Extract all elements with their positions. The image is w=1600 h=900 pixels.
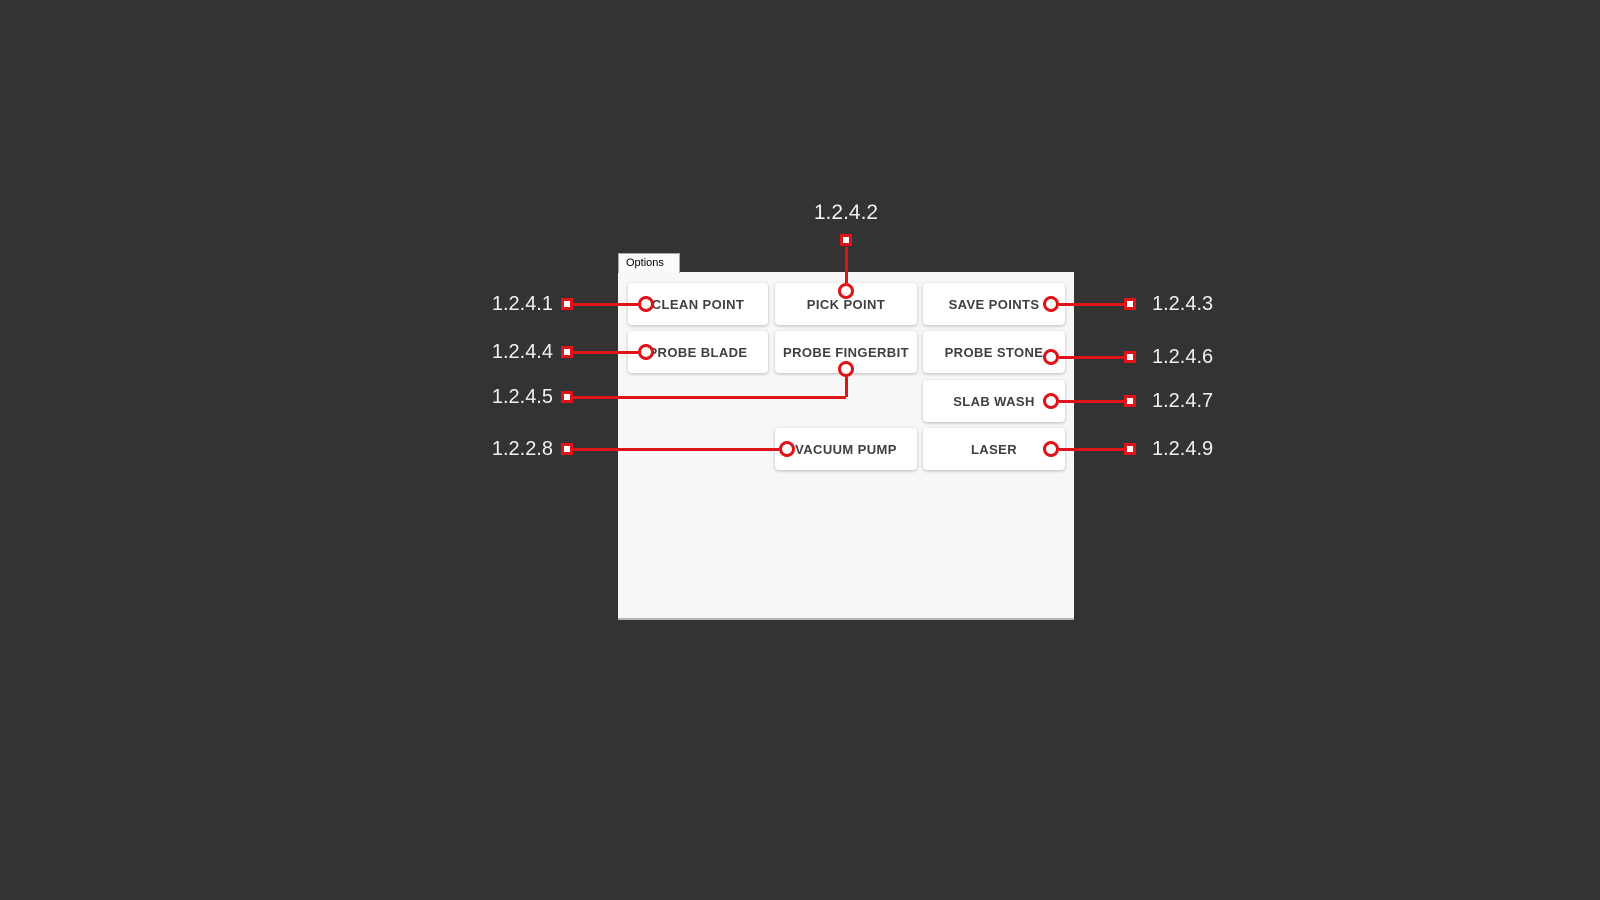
options-tab[interactable]: Options xyxy=(618,253,680,273)
callout-line-1-2-4-6 xyxy=(1059,356,1124,359)
callout-line-1-2-4-1 xyxy=(573,303,638,306)
callout-square-marker-1-2-4-7 xyxy=(1124,395,1136,407)
save-points-button[interactable]: SAVE POINTS xyxy=(923,283,1065,325)
callout-line-1-2-4-4 xyxy=(573,351,638,354)
callout-label-1-2-4-5: 1.2.4.5 xyxy=(491,386,553,408)
callout-circle-marker-vacuum-pump xyxy=(779,441,795,457)
vacuum-pump-button[interactable]: VACUUM PUMP xyxy=(775,428,917,470)
callout-circle-marker-probe-blade xyxy=(638,344,654,360)
callout-label-1-2-4-4: 1.2.4.4 xyxy=(491,341,553,363)
callout-label-1-2-4-1: 1.2.4.1 xyxy=(491,293,553,315)
callout-square-marker-1-2-4-6 xyxy=(1124,351,1136,363)
callout-label-1-2-4-7: 1.2.4.7 xyxy=(1152,390,1214,412)
callout-label-1-2-4-9: 1.2.4.9 xyxy=(1152,438,1214,460)
probe-stone-button[interactable]: PROBE STONE xyxy=(923,331,1065,373)
callout-circle-marker-slab-wash xyxy=(1043,393,1059,409)
callout-circle-marker-clean-point xyxy=(638,296,654,312)
callout-square-marker-1-2-4-1 xyxy=(561,298,573,310)
callout-circle-marker-probe-fingerbit xyxy=(838,361,854,377)
callout-square-marker-1-2-4-3 xyxy=(1124,298,1136,310)
callout-circle-marker-probe-stone xyxy=(1043,349,1059,365)
callout-line-1-2-2-8 xyxy=(573,448,779,451)
callout-line-1-2-4-3 xyxy=(1059,303,1124,306)
callout-label-1-2-4-2: 1.2.4.2 xyxy=(813,201,879,224)
callout-square-marker-1-2-4-5 xyxy=(561,391,573,403)
slab-wash-button[interactable]: SLAB WASH xyxy=(923,380,1065,422)
callout-square-marker-1-2-4-2 xyxy=(840,234,852,246)
laser-button[interactable]: LASER xyxy=(923,428,1065,470)
callout-square-marker-1-2-4-9 xyxy=(1124,443,1136,455)
callout-line-1-2-4-5-horizontal xyxy=(573,396,846,399)
callout-line-1-2-4-5-vertical xyxy=(845,377,848,397)
callout-circle-marker-pick-point xyxy=(838,283,854,299)
callout-line-1-2-4-7 xyxy=(1059,400,1124,403)
callout-line-1-2-4-2 xyxy=(845,247,848,283)
callout-label-1-2-4-6: 1.2.4.6 xyxy=(1152,346,1214,368)
callout-line-1-2-4-9 xyxy=(1059,448,1124,451)
callout-circle-marker-laser xyxy=(1043,441,1059,457)
callout-square-marker-1-2-2-8 xyxy=(561,443,573,455)
callout-label-1-2-2-8: 1.2.2.8 xyxy=(491,438,553,460)
callout-label-1-2-4-3: 1.2.4.3 xyxy=(1152,293,1214,315)
callout-square-marker-1-2-4-4 xyxy=(561,346,573,358)
callout-circle-marker-save-points xyxy=(1043,296,1059,312)
